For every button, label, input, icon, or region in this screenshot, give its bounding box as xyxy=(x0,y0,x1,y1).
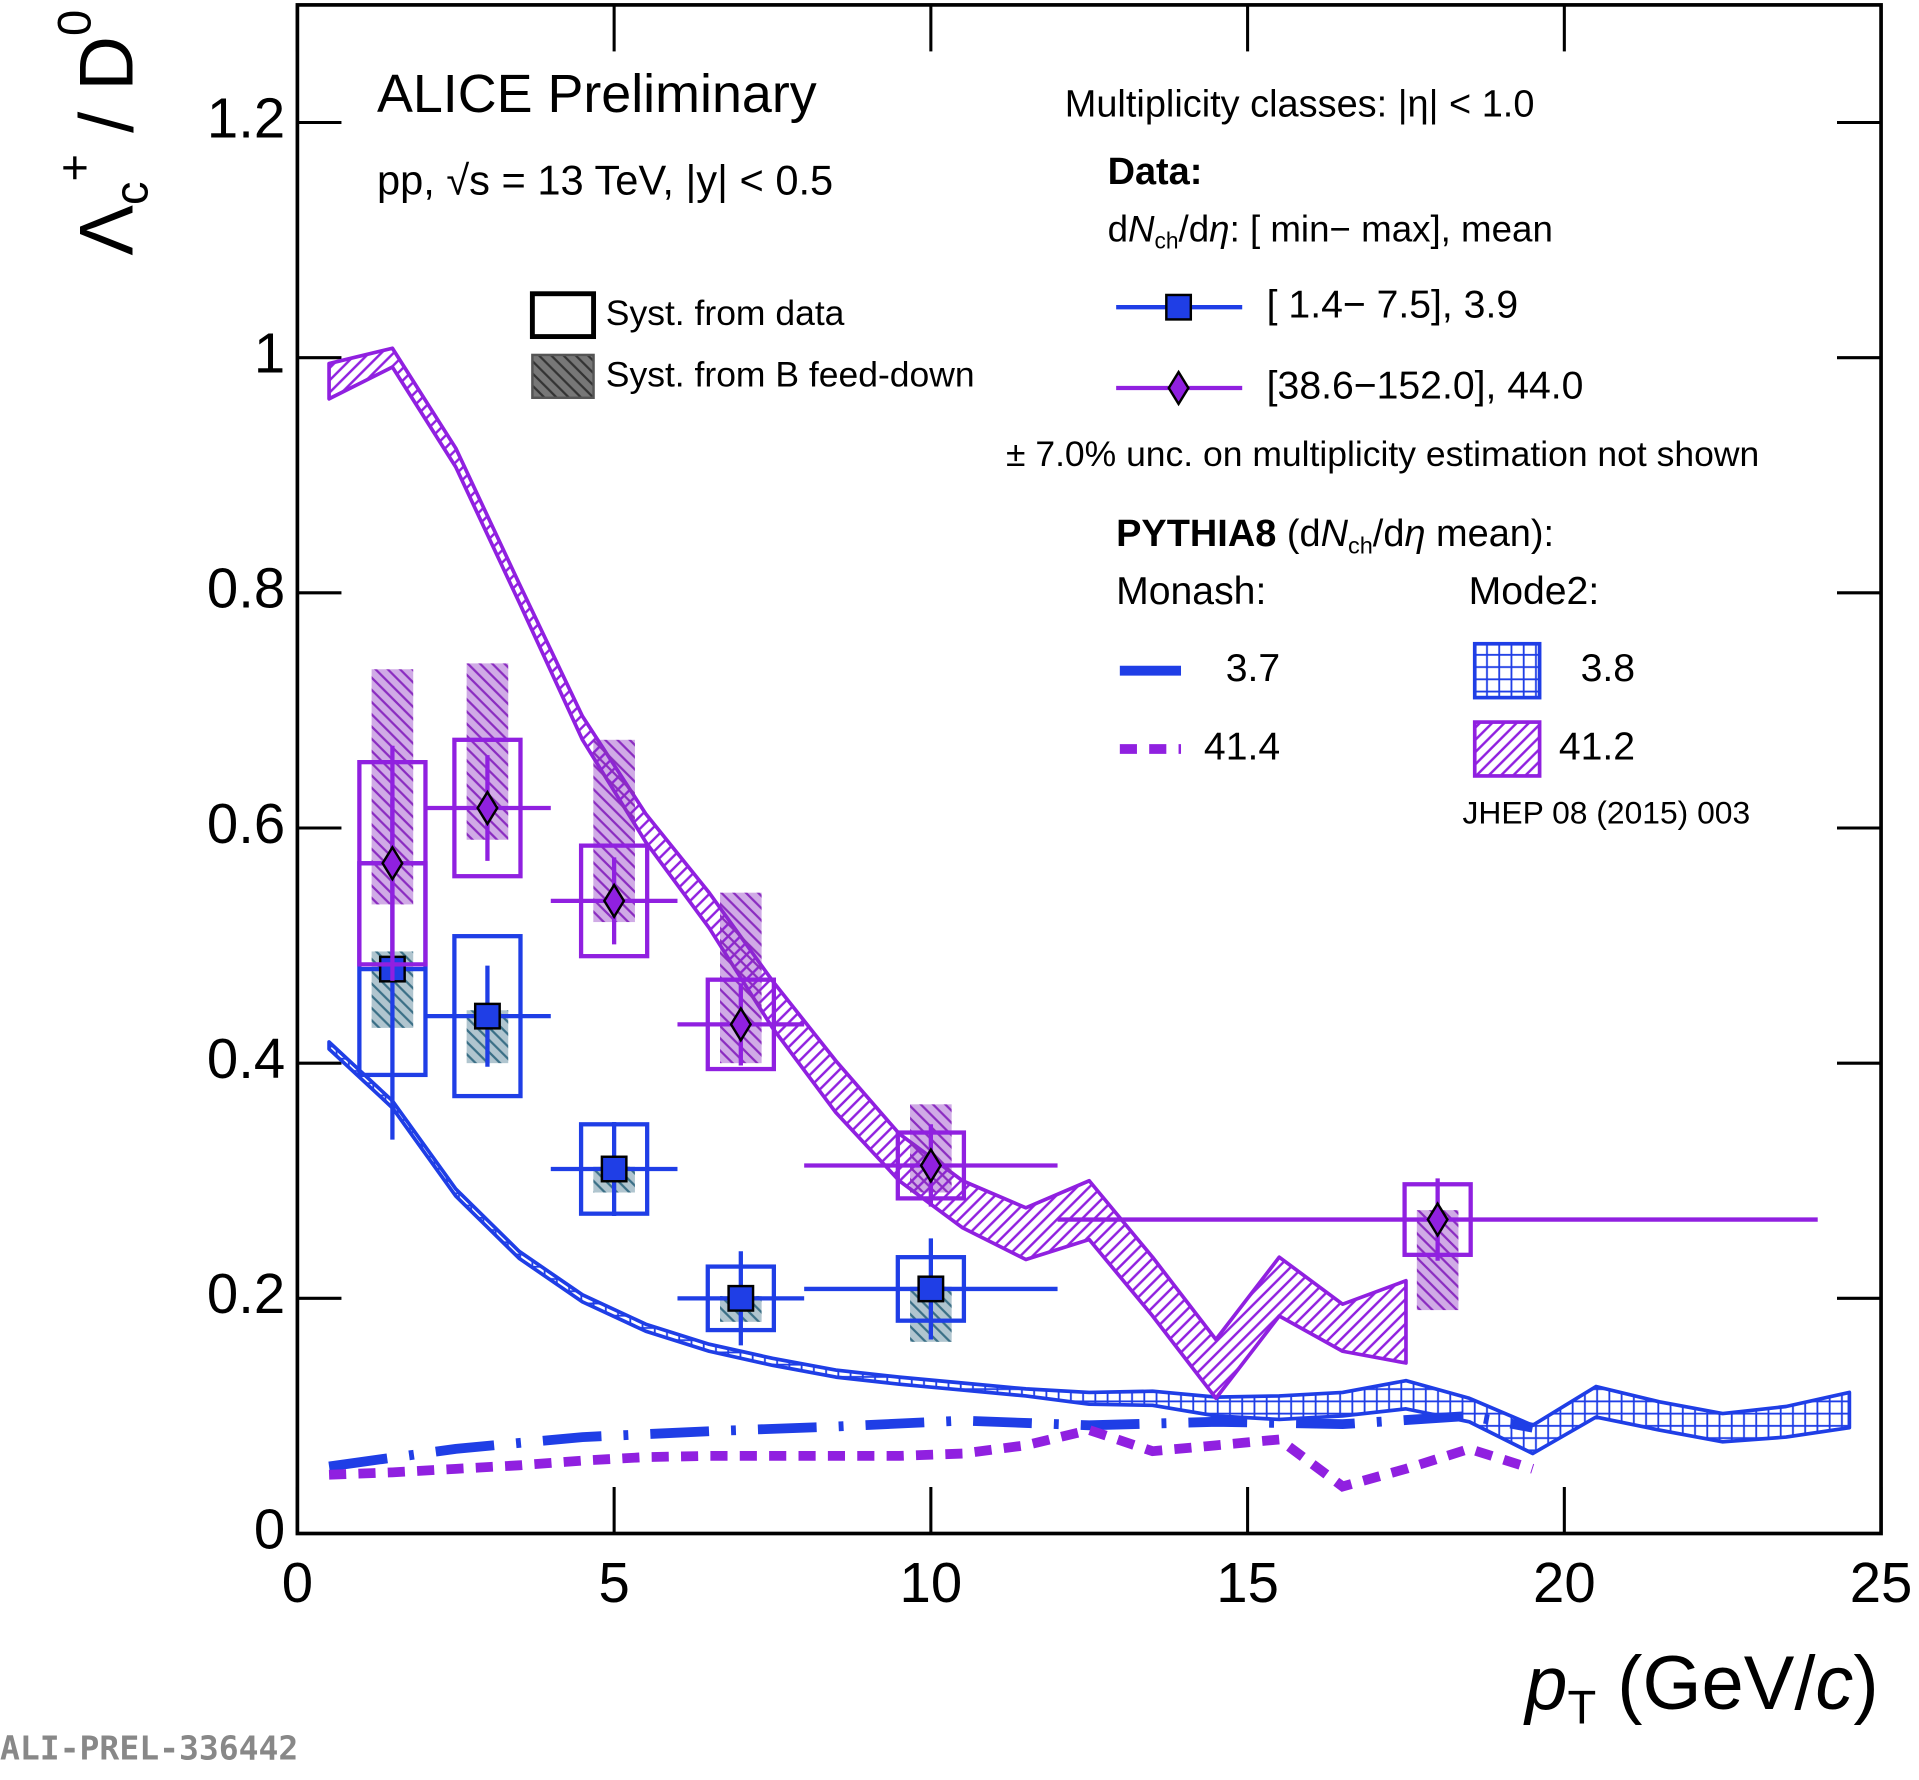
y-tick-label: 0.6 xyxy=(207,792,285,855)
marker xyxy=(919,1147,943,1184)
y-tick-label: 0.2 xyxy=(207,1262,285,1325)
label-part: (d xyxy=(1276,513,1320,555)
legend-marker xyxy=(1165,293,1193,321)
y-tick-label: 0.8 xyxy=(207,557,285,620)
legend-reference: JHEP 08 (2015) 003 xyxy=(1463,795,1751,831)
y-tick-label: 0 xyxy=(254,1497,285,1560)
label-part: d xyxy=(1108,208,1128,249)
y-axis-label: Λc+ / D0 xyxy=(48,10,158,256)
model-band xyxy=(327,346,1408,1401)
legend-band-swatch xyxy=(1472,720,1542,778)
legend-label: 3.7 xyxy=(1226,647,1280,690)
label-part: mean): xyxy=(1426,513,1555,555)
legend-fd-box xyxy=(531,353,595,399)
marker xyxy=(381,845,404,882)
label-part: c xyxy=(1815,1641,1853,1726)
label-part: / D xyxy=(65,36,150,154)
marker xyxy=(729,1006,753,1043)
label-part: c xyxy=(105,181,158,205)
legend-label: 41.2 xyxy=(1559,725,1635,768)
x-axis-label: pT (GeV/c) xyxy=(1523,1641,1878,1734)
legend-syst-box xyxy=(529,291,597,340)
x-tick-label: 10 xyxy=(900,1551,963,1614)
legend-label: 41.4 xyxy=(1204,725,1280,768)
label-part: Λ xyxy=(65,205,150,256)
legend-model-header: PYTHIA8 (dNch/dη mean): xyxy=(1116,513,1554,559)
legend-band-swatch xyxy=(1472,641,1542,700)
marker xyxy=(473,1002,501,1030)
marker xyxy=(602,882,626,920)
x-tick-label: 20 xyxy=(1533,1551,1596,1614)
y-tick-label: 0.4 xyxy=(207,1027,285,1090)
label-part: η xyxy=(1209,208,1229,249)
legend-label: 3.8 xyxy=(1581,647,1635,690)
legend-label: [38.6−152.0], 44.0 xyxy=(1267,364,1584,407)
legend-marker xyxy=(1167,369,1190,407)
label-part: /d xyxy=(1373,513,1405,555)
label-part: N xyxy=(1321,513,1349,555)
x-tick-label: 0 xyxy=(282,1551,313,1614)
x-tick-label: 25 xyxy=(1850,1551,1913,1614)
legend-note: ± 7.0% unc. on multiplicity estimation n… xyxy=(1006,434,1759,474)
legend-syst-data: Syst. from data xyxy=(606,293,845,333)
label-part: ch xyxy=(1155,227,1179,253)
model-band xyxy=(327,1040,1852,1456)
label-part: ) xyxy=(1853,1641,1878,1726)
legend-mode2: Mode2: xyxy=(1469,570,1600,613)
model-line xyxy=(328,1424,1535,1492)
marker xyxy=(600,1155,628,1183)
marker xyxy=(1426,1201,1449,1238)
chart-title: ALICE Preliminary xyxy=(377,64,817,124)
marker xyxy=(476,789,499,827)
y-tick-label: 1 xyxy=(254,322,285,385)
label-part: T xyxy=(1567,1681,1596,1734)
label-part: : [ min− max], mean xyxy=(1230,208,1553,249)
marker xyxy=(917,1275,945,1303)
label-part: /d xyxy=(1179,208,1210,249)
legend-label: [ 1.4− 7.5], 3.9 xyxy=(1267,284,1518,327)
x-tick-label: 5 xyxy=(598,1551,629,1614)
legend-data-title: Data: xyxy=(1108,151,1203,193)
legend-monash: Monash: xyxy=(1116,570,1266,613)
label-part: PYTHIA8 xyxy=(1116,513,1276,555)
legend-title: Multiplicity classes: |η| < 1.0 xyxy=(1065,84,1535,126)
marker xyxy=(727,1284,755,1312)
chart-subtitle: pp, √s = 13 TeV, |y| < 0.5 xyxy=(377,157,833,204)
legend-syst-fd: Syst. from B feed-down xyxy=(606,354,975,394)
label-part: (GeV/ xyxy=(1596,1641,1816,1726)
label-part: p xyxy=(1523,1641,1567,1726)
label-part: η xyxy=(1404,513,1425,555)
y-tick-label: 1.2 xyxy=(207,86,285,149)
label-part: ch xyxy=(1348,533,1373,559)
plot-frame xyxy=(295,3,1883,1536)
watermark: ALI-PREL-336442 xyxy=(0,1729,298,1768)
label-part: N xyxy=(1128,208,1155,249)
label-part: 0 xyxy=(48,10,101,36)
label-part: + xyxy=(48,154,101,181)
legend-data-header: dNch/dη: [ min− max], mean xyxy=(1108,208,1553,253)
x-tick-label: 15 xyxy=(1216,1551,1279,1614)
